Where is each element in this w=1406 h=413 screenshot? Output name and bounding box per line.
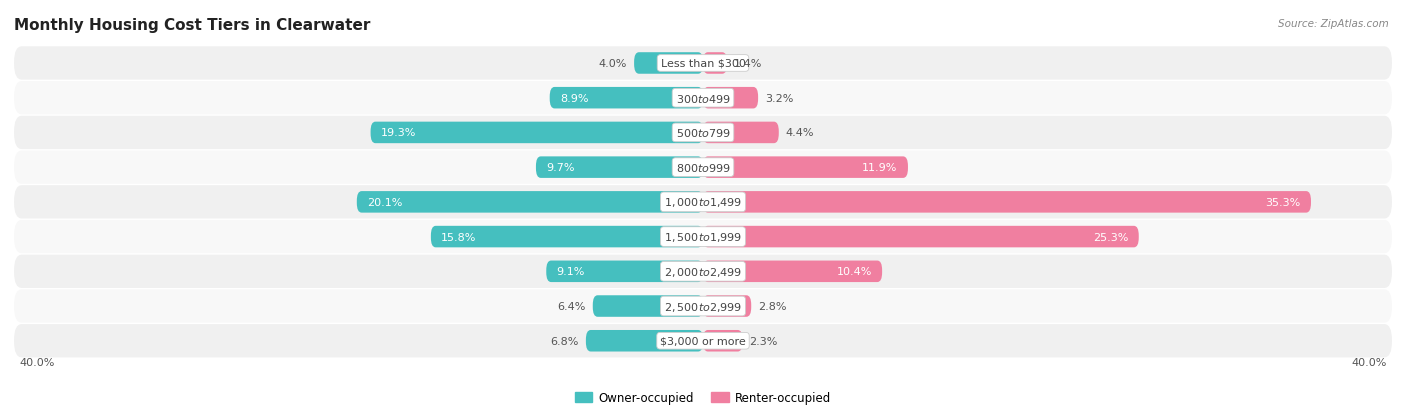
Text: 35.3%: 35.3% — [1265, 197, 1301, 207]
Text: 6.4%: 6.4% — [558, 301, 586, 311]
FancyBboxPatch shape — [703, 296, 751, 317]
FancyBboxPatch shape — [703, 192, 1310, 213]
FancyBboxPatch shape — [703, 88, 758, 109]
Text: 2.3%: 2.3% — [749, 336, 778, 346]
FancyBboxPatch shape — [14, 290, 1392, 323]
Text: 25.3%: 25.3% — [1092, 232, 1129, 242]
Text: $1,000 to $1,499: $1,000 to $1,499 — [664, 196, 742, 209]
FancyBboxPatch shape — [14, 151, 1392, 184]
Text: 15.8%: 15.8% — [441, 232, 477, 242]
FancyBboxPatch shape — [586, 330, 703, 351]
FancyBboxPatch shape — [550, 88, 703, 109]
FancyBboxPatch shape — [703, 53, 727, 75]
FancyBboxPatch shape — [14, 47, 1392, 81]
Text: 1.4%: 1.4% — [734, 59, 762, 69]
Text: Less than $300: Less than $300 — [661, 59, 745, 69]
Text: 19.3%: 19.3% — [381, 128, 416, 138]
Text: Monthly Housing Cost Tiers in Clearwater: Monthly Housing Cost Tiers in Clearwater — [14, 18, 370, 33]
Text: 4.0%: 4.0% — [599, 59, 627, 69]
FancyBboxPatch shape — [371, 122, 703, 144]
Legend: Owner-occupied, Renter-occupied: Owner-occupied, Renter-occupied — [569, 387, 837, 409]
Text: Source: ZipAtlas.com: Source: ZipAtlas.com — [1278, 19, 1389, 28]
Text: $300 to $499: $300 to $499 — [675, 93, 731, 104]
Text: $2,000 to $2,499: $2,000 to $2,499 — [664, 265, 742, 278]
FancyBboxPatch shape — [430, 226, 703, 248]
FancyBboxPatch shape — [357, 192, 703, 213]
FancyBboxPatch shape — [703, 261, 882, 282]
FancyBboxPatch shape — [703, 157, 908, 178]
Text: 4.4%: 4.4% — [786, 128, 814, 138]
Text: $500 to $799: $500 to $799 — [675, 127, 731, 139]
FancyBboxPatch shape — [14, 221, 1392, 254]
FancyBboxPatch shape — [14, 324, 1392, 358]
FancyBboxPatch shape — [14, 186, 1392, 219]
FancyBboxPatch shape — [547, 261, 703, 282]
Text: 9.7%: 9.7% — [547, 163, 575, 173]
Text: $2,500 to $2,999: $2,500 to $2,999 — [664, 300, 742, 313]
Text: 6.8%: 6.8% — [551, 336, 579, 346]
Text: 2.8%: 2.8% — [758, 301, 786, 311]
FancyBboxPatch shape — [14, 255, 1392, 288]
Text: 40.0%: 40.0% — [1351, 357, 1386, 368]
Text: $800 to $999: $800 to $999 — [675, 162, 731, 174]
FancyBboxPatch shape — [703, 330, 742, 351]
Text: 9.1%: 9.1% — [557, 267, 585, 277]
FancyBboxPatch shape — [536, 157, 703, 178]
FancyBboxPatch shape — [14, 116, 1392, 150]
Text: 11.9%: 11.9% — [862, 163, 897, 173]
Text: 20.1%: 20.1% — [367, 197, 402, 207]
Text: $3,000 or more: $3,000 or more — [661, 336, 745, 346]
FancyBboxPatch shape — [593, 296, 703, 317]
Text: 40.0%: 40.0% — [20, 357, 55, 368]
FancyBboxPatch shape — [14, 82, 1392, 115]
FancyBboxPatch shape — [634, 53, 703, 75]
Text: 8.9%: 8.9% — [560, 93, 589, 103]
FancyBboxPatch shape — [703, 226, 1139, 248]
FancyBboxPatch shape — [703, 122, 779, 144]
Text: 3.2%: 3.2% — [765, 93, 793, 103]
Text: 10.4%: 10.4% — [837, 267, 872, 277]
Text: $1,500 to $1,999: $1,500 to $1,999 — [664, 230, 742, 244]
